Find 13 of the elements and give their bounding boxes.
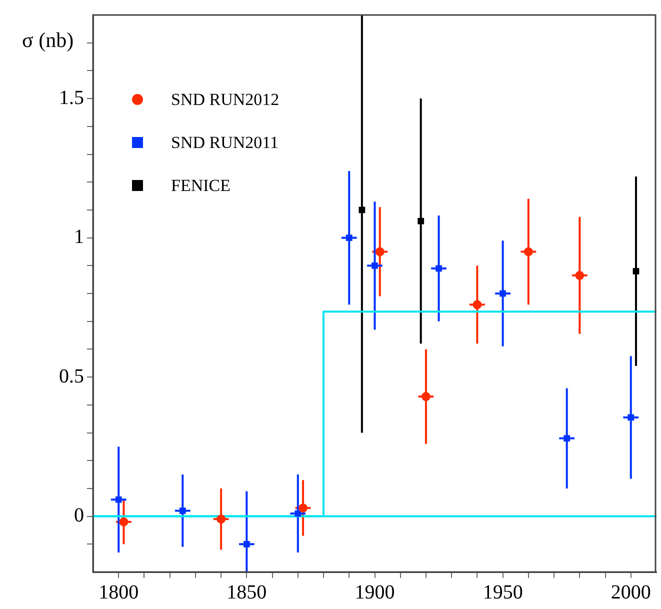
y-tick-label: 0.5	[59, 365, 84, 388]
x-tick-label: 1950	[482, 581, 523, 604]
y-tick-label: 1.5	[59, 86, 84, 109]
x-tick-label: 1850	[226, 581, 267, 604]
legend-label: SND RUN2011	[171, 132, 279, 152]
x-tick-label: 1900	[354, 581, 395, 604]
x-tick-label: 1800	[98, 581, 139, 604]
legend-label: FENICE	[171, 176, 230, 196]
y-tick-label: 1	[74, 226, 84, 248]
y-tick-label: 0	[74, 504, 84, 527]
legend-label: SND RUN2012	[171, 90, 280, 110]
x-tick-label: 2000	[610, 581, 651, 604]
y-axis-title: σ (nb)	[22, 28, 74, 53]
